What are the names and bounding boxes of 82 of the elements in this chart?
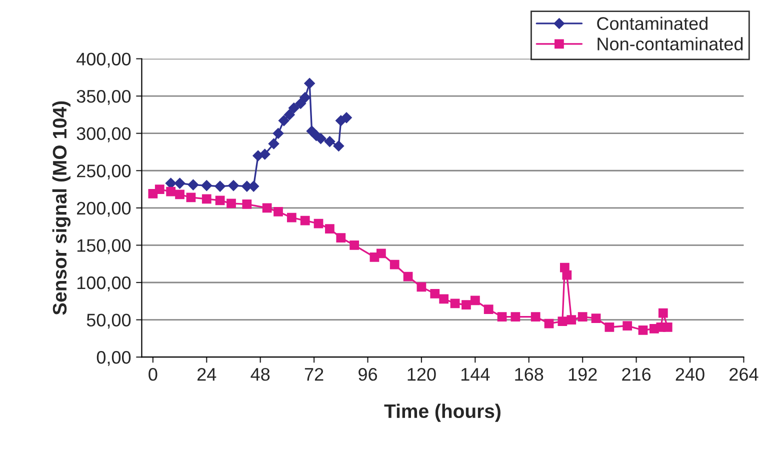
y-tick-label: 150,00 [77, 239, 131, 254]
point [188, 179, 199, 190]
point [416, 282, 426, 292]
point [604, 322, 614, 332]
point [390, 260, 400, 270]
point [470, 296, 480, 306]
point [274, 206, 283, 216]
x-tick-label: 48 [250, 368, 270, 381]
point [304, 78, 315, 89]
y-axis-title: Sensor signal (MO 104) [52, 101, 71, 315]
point [622, 321, 632, 330]
point [295, 98, 306, 109]
x-tick-label: 240 [676, 368, 704, 381]
point [638, 326, 648, 335]
point [166, 186, 176, 196]
x-tick-label: 264 [730, 368, 758, 381]
legend-label: Contaminated [597, 16, 708, 30]
point [202, 194, 212, 204]
x-tick-label: 96 [358, 368, 378, 381]
point [562, 270, 572, 280]
point [450, 298, 460, 308]
point [544, 318, 554, 328]
point [324, 136, 336, 147]
point [658, 308, 668, 318]
point [228, 180, 239, 191]
point [226, 198, 236, 208]
y-tick-label: 200,00 [77, 202, 131, 217]
point [272, 128, 284, 139]
x-tick-label: 168 [515, 368, 544, 381]
point [284, 109, 295, 120]
point [333, 140, 344, 152]
x-tick-label: 216 [622, 368, 651, 381]
x-tick-label: 120 [408, 368, 436, 381]
point [174, 178, 186, 189]
y-tick-label: 50,00 [86, 314, 131, 329]
point [341, 112, 352, 124]
point [175, 190, 184, 200]
point [201, 180, 212, 191]
point [430, 289, 440, 298]
point [268, 138, 280, 150]
point [154, 184, 164, 194]
point [350, 240, 360, 250]
point [325, 224, 334, 234]
x-axis-title: Time (hours) [384, 404, 500, 422]
x-tick-label: 0 [148, 368, 158, 381]
point [336, 233, 346, 242]
y-tick-label: 0,00 [96, 351, 131, 366]
point [591, 314, 601, 323]
point [314, 218, 324, 228]
point [439, 294, 449, 304]
x-tick-label: 72 [304, 368, 324, 381]
point [278, 115, 290, 126]
y-tick-label: 400,00 [76, 52, 131, 68]
y-tick-label: 250,00 [77, 164, 131, 180]
point [376, 248, 386, 258]
x-tick-label: 192 [568, 368, 597, 381]
point [186, 192, 196, 202]
point [300, 92, 311, 103]
point [566, 315, 576, 324]
legend-label: Non-contaminated [598, 37, 743, 50]
point [530, 312, 540, 322]
point [214, 180, 226, 192]
point [484, 304, 494, 314]
point [300, 216, 310, 226]
point [662, 322, 672, 332]
y-tick-label: 100,00 [77, 276, 131, 292]
y-tick-label: 350,00 [76, 90, 131, 105]
point [510, 312, 520, 322]
point [462, 300, 471, 310]
point [286, 212, 296, 222]
point [497, 312, 507, 322]
point [558, 316, 568, 326]
point [215, 196, 225, 206]
point [242, 200, 252, 209]
point [403, 272, 413, 282]
y-tick-label: 300,00 [76, 127, 131, 142]
point [578, 312, 588, 322]
point [288, 102, 300, 114]
x-tick-label: 144 [461, 368, 490, 381]
x-tick-label: 24 [197, 368, 216, 381]
point [262, 203, 272, 213]
point [259, 148, 270, 160]
